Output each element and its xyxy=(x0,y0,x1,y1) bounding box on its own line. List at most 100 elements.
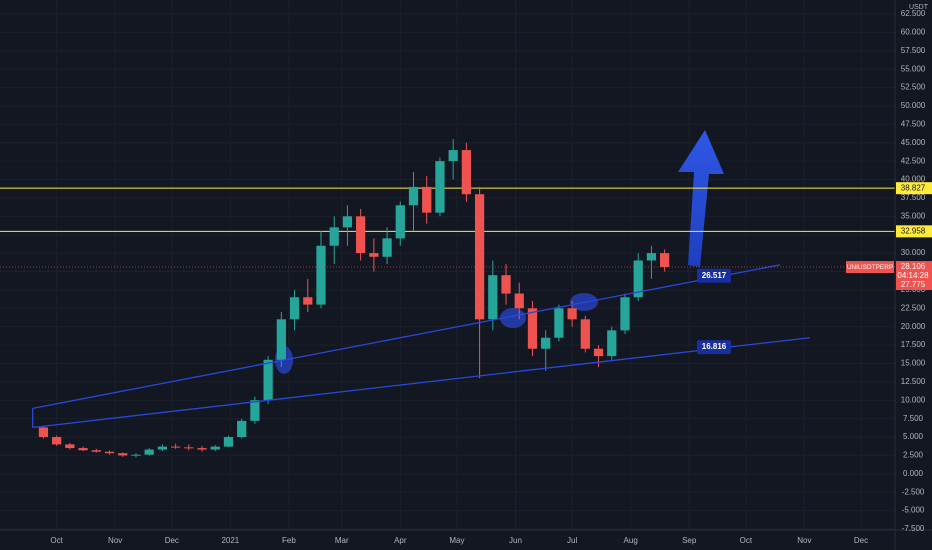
candle-body xyxy=(184,447,194,449)
candle-body xyxy=(329,227,339,246)
candle-body xyxy=(197,448,207,450)
candle-body xyxy=(620,297,630,331)
candle-body xyxy=(65,444,75,449)
y-tick-label: -5.000 xyxy=(902,506,925,515)
candle-body xyxy=(91,450,101,452)
x-tick-label: Dec xyxy=(165,536,179,545)
candle-body xyxy=(38,427,49,438)
candle-body xyxy=(78,448,88,451)
y-tick-label: 52.500 xyxy=(901,83,926,92)
y-tick-label: 5.000 xyxy=(903,432,924,441)
symbol-label: UNIUSDTPERP xyxy=(847,264,894,271)
x-tick-label: Mar xyxy=(335,536,349,545)
y-tick-label: 0.000 xyxy=(903,469,924,478)
last-price-box xyxy=(896,261,932,291)
y-tick-label: 45.000 xyxy=(901,138,926,147)
grid xyxy=(0,0,895,530)
candle-body xyxy=(289,297,300,320)
y-tick-label: 60.000 xyxy=(901,28,926,37)
trendline xyxy=(32,337,811,429)
y-tick-label: 2.500 xyxy=(903,451,924,460)
candle-body xyxy=(395,205,405,239)
y-tick-label: 12.500 xyxy=(901,377,926,386)
candle-body xyxy=(144,449,154,455)
axis-background xyxy=(0,530,932,550)
symbol-label-box xyxy=(846,261,894,274)
x-tick-label: Oct xyxy=(740,536,753,545)
candle-body xyxy=(104,451,115,454)
candle-body xyxy=(593,348,604,357)
candle-body xyxy=(223,437,234,447)
candle-body xyxy=(554,308,564,338)
candle-body xyxy=(303,297,313,305)
x-tick-label: Oct xyxy=(50,536,63,545)
y-tick-label: 55.000 xyxy=(901,64,926,73)
candle-body xyxy=(660,253,670,268)
level-label: 38.827 xyxy=(901,183,926,192)
x-tick-label: May xyxy=(449,536,464,545)
y-tick-label: 47.500 xyxy=(901,119,926,128)
candle-body xyxy=(422,186,432,213)
candle-body xyxy=(474,194,485,320)
trendline-label: 26.517 xyxy=(702,271,727,280)
candle-body xyxy=(408,186,419,206)
y-tick-label: 40.000 xyxy=(901,175,926,184)
plot-area: 26.517 16.816 xyxy=(0,130,895,458)
y-tick-label: 22.500 xyxy=(901,303,926,312)
y-tick-label: 62.500 xyxy=(901,9,926,18)
x-tick-label: 2021 xyxy=(221,536,239,545)
countdown-label: 04:14:28 xyxy=(897,271,929,280)
y-tick-label: 37.500 xyxy=(901,193,926,202)
candle-body xyxy=(316,245,326,305)
candle-body xyxy=(382,238,392,257)
candle-body xyxy=(157,446,168,450)
y-tick-label: 30.000 xyxy=(901,248,926,257)
trendline-label-box xyxy=(697,268,731,283)
candle-body xyxy=(488,275,498,320)
y-tick-label: 20.000 xyxy=(901,322,926,331)
candle-body xyxy=(237,420,247,438)
y-tick-label: -7.500 xyxy=(902,524,925,533)
candle-body xyxy=(250,400,260,421)
up-arrow xyxy=(678,130,724,267)
trendline-label: 16.816 xyxy=(702,342,727,351)
x-tick-label: Feb xyxy=(282,536,296,545)
level-label-box xyxy=(896,225,932,238)
candle-body xyxy=(541,337,551,349)
x-tick-label: Jul xyxy=(567,536,577,545)
candle-body xyxy=(356,216,366,254)
level-label-box xyxy=(896,182,932,195)
candle-body xyxy=(131,454,141,456)
last-price-label: 28.106 xyxy=(901,262,926,271)
candle-body xyxy=(580,319,590,349)
candle-body xyxy=(170,446,181,448)
candle-body xyxy=(633,260,643,298)
candle-body xyxy=(646,253,657,261)
candle-body xyxy=(607,330,617,357)
trendline-label-box xyxy=(697,340,731,355)
y-tick-label: -2.500 xyxy=(902,487,925,496)
candle-body xyxy=(435,161,445,213)
level-label: 32.958 xyxy=(901,226,926,235)
x-tick-label: Sep xyxy=(682,536,697,545)
y-tick-label: 7.500 xyxy=(903,414,924,423)
candle-body xyxy=(567,308,577,320)
y-tick-label: 50.000 xyxy=(901,101,926,110)
x-tick-label: Nov xyxy=(797,536,811,545)
y-tick-label: 35.000 xyxy=(901,211,926,220)
candle-body xyxy=(276,319,286,360)
candle-body xyxy=(52,437,62,445)
x-tick-label: Apr xyxy=(394,536,407,545)
y-tick-label: 10.000 xyxy=(901,395,926,404)
candle-body xyxy=(342,216,353,228)
candle-body xyxy=(448,150,458,162)
x-tick-label: Dec xyxy=(854,536,868,545)
candle-body xyxy=(118,453,128,456)
candle-body xyxy=(527,308,538,349)
secondary-price-label: 27.775 xyxy=(901,280,926,289)
candle-body xyxy=(514,293,524,309)
candle-body xyxy=(210,446,220,450)
